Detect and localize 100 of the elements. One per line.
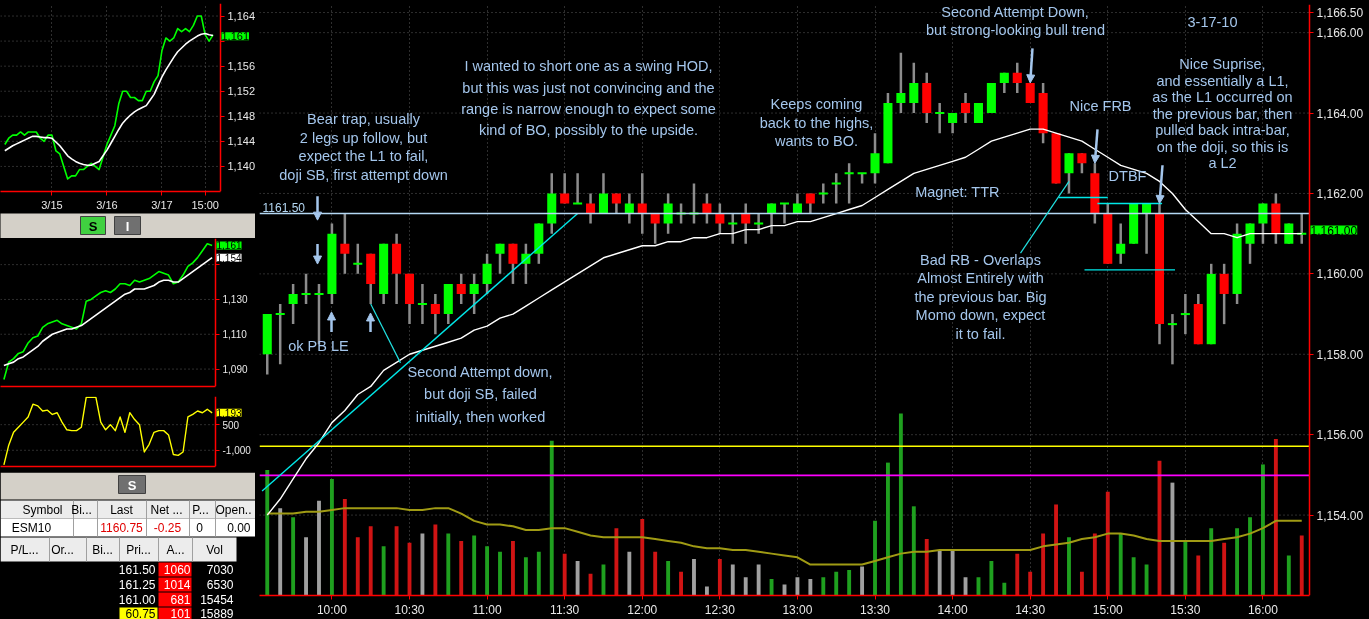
bar bbox=[666, 560, 671, 596]
y-tick-label: 1,156.00 bbox=[1316, 428, 1364, 443]
bar bbox=[730, 564, 735, 596]
bar bbox=[1209, 528, 1214, 596]
x-tick-label: 3/15 bbox=[41, 198, 63, 211]
line-series bbox=[3, 396, 213, 466]
bar bbox=[562, 553, 567, 596]
bar bbox=[472, 535, 477, 596]
bar bbox=[485, 546, 490, 596]
y-tick-label: 1,166.00 bbox=[1316, 26, 1364, 41]
candlestick bbox=[948, 111, 958, 135]
x-tick-label: 11:00 bbox=[472, 602, 502, 617]
candlestick bbox=[456, 272, 466, 306]
bar bbox=[627, 551, 632, 596]
bar bbox=[1002, 582, 1007, 596]
y-tick-label: 1,166.50 bbox=[1316, 6, 1364, 21]
bar bbox=[1105, 491, 1110, 596]
text: Symbol bbox=[22, 502, 63, 517]
bar bbox=[1067, 537, 1071, 596]
bar bbox=[1299, 535, 1304, 596]
bar bbox=[1015, 553, 1020, 596]
candlestick bbox=[896, 51, 906, 115]
x-tick-label: 11:30 bbox=[550, 602, 580, 617]
bar bbox=[575, 560, 580, 596]
candlestick bbox=[843, 162, 855, 205]
bar bbox=[989, 560, 994, 596]
annotation: DTBF bbox=[1108, 168, 1147, 185]
bar bbox=[1144, 564, 1149, 596]
bar bbox=[873, 520, 877, 596]
annotation: I wanted to short one as a swing HOD, but this was just not convincing and the range is narrow enough to expect some kind of BO, possibly to the upside. bbox=[461, 58, 716, 138]
bar bbox=[1092, 533, 1097, 596]
line-series bbox=[3, 256, 213, 367]
candlestick bbox=[288, 282, 298, 326]
bar bbox=[911, 506, 916, 596]
annotation: Second Attempt Down, but strong-looking bull trend bbox=[926, 3, 1105, 38]
candlestick bbox=[650, 212, 660, 245]
text: Bi... bbox=[92, 542, 113, 557]
y-tick-label: 1,158.00 bbox=[1316, 347, 1364, 362]
bar bbox=[795, 577, 800, 596]
candlestick bbox=[611, 192, 621, 215]
bar bbox=[950, 549, 955, 596]
y-tick-label: 1,160.00 bbox=[1316, 267, 1364, 282]
text: ESM10 bbox=[11, 520, 52, 535]
bar bbox=[679, 571, 683, 596]
bar bbox=[355, 537, 360, 596]
y-tick-label: 1,130 bbox=[222, 294, 248, 306]
candlestick bbox=[469, 272, 479, 316]
bar bbox=[924, 539, 929, 596]
y-tick-label: 1,140 bbox=[227, 160, 256, 173]
bar bbox=[1170, 482, 1175, 596]
annotation: Second Attempt down, but doji SB, failed initially, then worked bbox=[407, 363, 553, 426]
line-series bbox=[4, 32, 214, 166]
y-tick-label: 1,110 bbox=[222, 329, 248, 341]
text: Net ... bbox=[150, 502, 183, 517]
y-tick-label: 1,148 bbox=[227, 110, 256, 123]
bar bbox=[511, 540, 515, 596]
candlestick bbox=[430, 292, 440, 336]
bar bbox=[1079, 571, 1084, 596]
text: Vol bbox=[206, 542, 223, 557]
text: Last bbox=[110, 502, 134, 517]
bar bbox=[420, 533, 425, 596]
candlestick bbox=[1179, 292, 1191, 336]
candlestick bbox=[482, 252, 492, 296]
annotation: Nice FRB bbox=[1069, 98, 1132, 115]
text: Or... bbox=[51, 542, 74, 557]
candlestick bbox=[727, 212, 739, 245]
candlestick bbox=[870, 131, 880, 185]
x-tick-label: 10:00 bbox=[316, 602, 348, 617]
annotation: Bad RB - Overlaps Almost Entirely with the previous bar. Big Momo down, expect it to fail. bbox=[914, 252, 1047, 342]
bar bbox=[459, 540, 464, 596]
bar bbox=[329, 479, 334, 596]
candlestick bbox=[508, 242, 518, 286]
annotation: 3-17-10 bbox=[1187, 14, 1238, 31]
bar bbox=[317, 500, 321, 596]
candlestick bbox=[598, 172, 608, 215]
candlestick bbox=[663, 192, 673, 235]
text: 1160.75 bbox=[100, 521, 144, 535]
bar bbox=[1183, 540, 1188, 596]
x-tick-label: 12:00 bbox=[627, 602, 658, 617]
bar bbox=[265, 469, 270, 596]
text: 60.75 bbox=[125, 607, 156, 619]
bar bbox=[743, 577, 748, 596]
bar bbox=[614, 528, 619, 596]
text: 1,161 bbox=[221, 30, 250, 43]
bar bbox=[498, 551, 502, 596]
bar bbox=[1041, 533, 1046, 596]
bar bbox=[1054, 504, 1058, 596]
annotation: ok PB LE bbox=[288, 337, 350, 354]
text: 15889 bbox=[200, 607, 234, 619]
line-series bbox=[3, 242, 213, 381]
x-tick-label: 14:00 bbox=[937, 602, 968, 617]
bar bbox=[304, 537, 308, 596]
x-tick-label: 3/16 bbox=[96, 198, 118, 211]
candlestick bbox=[572, 172, 584, 205]
bar bbox=[1273, 438, 1278, 596]
candlestick bbox=[340, 212, 350, 276]
x-tick-label: 16:00 bbox=[1247, 602, 1279, 617]
bar bbox=[381, 546, 386, 596]
bar bbox=[886, 462, 890, 596]
bar bbox=[821, 577, 826, 596]
